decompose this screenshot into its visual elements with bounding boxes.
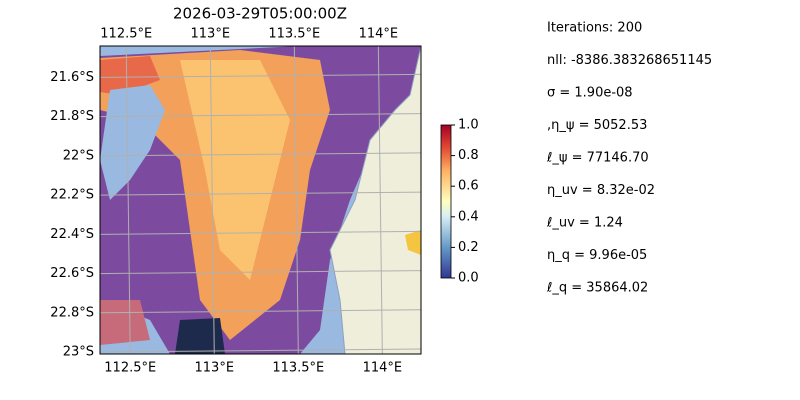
x-tick-label-top: 114°E xyxy=(359,27,399,42)
grid-line xyxy=(99,152,422,157)
x-tick-label: 114°E xyxy=(363,361,403,376)
y-tick-label: 22.8°S xyxy=(50,305,94,320)
x-tick-label-top: 112.5°E xyxy=(100,27,152,42)
colorbar-tick-label: 0.0 xyxy=(458,271,479,286)
y-tick-label: 22°S xyxy=(63,148,94,163)
grid-line xyxy=(99,73,422,78)
grid-line xyxy=(99,113,422,118)
grid-line xyxy=(99,348,422,353)
y-tick-label: 23°S xyxy=(63,345,94,360)
colorbar-tick-label: 0.6 xyxy=(458,179,479,194)
x-tick-label-top: 113°E xyxy=(191,27,231,42)
colorbar-tick-label: 0.2 xyxy=(458,240,479,255)
y-tick-label: 22.6°S xyxy=(50,266,94,281)
parameter-text: Iterations: 200 xyxy=(547,21,642,36)
parameter-text: ℓ_ψ = 77146.70 xyxy=(546,151,649,166)
parameter-text: ,η_ψ = 5052.53 xyxy=(547,118,647,133)
y-tick-label: 21.8°S xyxy=(50,109,94,124)
map-field xyxy=(100,46,421,354)
grid-line xyxy=(293,45,299,355)
colorbar-tick-label: 1.0 xyxy=(458,118,479,133)
x-tick-label-top: 113.5°E xyxy=(268,27,320,42)
grid-line xyxy=(209,45,215,355)
x-tick-label: 113.5°E xyxy=(272,361,324,376)
colorbar-tick-label: 0.4 xyxy=(458,209,479,224)
colorbar-tick-label: 0.8 xyxy=(458,148,479,163)
y-tick-label: 22.2°S xyxy=(50,188,94,203)
parameter-text: ℓ_q = 35864.02 xyxy=(546,281,648,296)
parameter-text: σ = 1.90e-08 xyxy=(547,86,633,101)
parameter-text: η_q = 9.96e-05 xyxy=(547,248,647,263)
x-tick-label: 113°E xyxy=(195,361,235,376)
grid-line xyxy=(99,230,422,235)
colorbar xyxy=(440,124,452,279)
y-tick-label: 22.4°S xyxy=(50,227,94,242)
grid-line xyxy=(99,270,422,275)
grid-line xyxy=(377,45,383,355)
parameter-text: ℓ_uv = 1.24 xyxy=(546,216,623,231)
parameter-text: η_uv = 8.32e-02 xyxy=(547,183,655,198)
y-tick-label: 21.6°S xyxy=(50,70,94,85)
grid-line xyxy=(99,191,422,196)
parameter-text: nll: -8386.383268651145 xyxy=(547,53,712,68)
x-tick-label: 112.5°E xyxy=(104,361,156,376)
map-frame xyxy=(99,45,422,355)
map-title: 2026-03-29T05:00:00Z xyxy=(173,5,347,23)
graticule xyxy=(99,45,422,355)
grid-line xyxy=(125,45,131,355)
grid-line xyxy=(99,309,422,314)
